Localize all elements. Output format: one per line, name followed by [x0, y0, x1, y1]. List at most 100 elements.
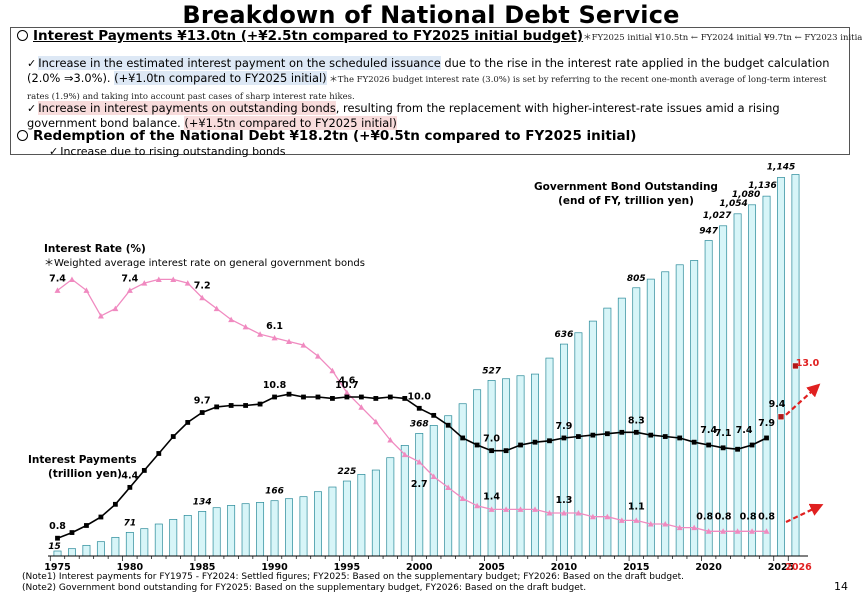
- outstanding-bar: [617, 297, 626, 557]
- outstanding-bar: [646, 278, 655, 557]
- footnote-1: (Note1) Interest payments for FY1975 - F…: [22, 572, 685, 582]
- rate-data-label: 7.4: [121, 273, 138, 284]
- interest-payments-point: [112, 501, 118, 507]
- outstanding-bars: [53, 174, 800, 557]
- outstanding-bar: [502, 378, 511, 557]
- interest-rate-point: [141, 280, 148, 286]
- x-tick-label: 2025: [768, 562, 794, 573]
- interest-payments-forecast-point: [792, 362, 799, 370]
- x-tick-label: 2010: [551, 562, 578, 573]
- interest-data-label: 13.0: [796, 358, 820, 369]
- rate-data-label: 1.4: [483, 491, 500, 502]
- interest-payments-point: [228, 403, 234, 408]
- outstanding-title: Government Bond Outstanding: [534, 181, 718, 193]
- interest-payments-point: [561, 435, 567, 441]
- interest-payments-point: [547, 438, 552, 444]
- interest-rate-point: [604, 513, 611, 520]
- outstanding-bar: [314, 491, 322, 557]
- interest-payments-point: [633, 429, 639, 435]
- interest-payments-point: [576, 434, 581, 439]
- outstanding-bar: [328, 486, 337, 557]
- outstanding-data-label: 368: [410, 419, 429, 429]
- interest-rate-point: [329, 367, 336, 374]
- outstanding-bar: [96, 541, 105, 557]
- rate-data-label: 4.6: [338, 376, 355, 387]
- summary-box: Interest Payments ¥13.0tn (+¥2.5tn compa…: [10, 27, 862, 158]
- redemption-bullet: ✓ Increase due to rising outstanding bond…: [49, 145, 286, 158]
- bullet-2-highlight: Increase in interest payments on outstan…: [38, 101, 336, 115]
- x-tick-label: 2000: [406, 562, 433, 573]
- outstanding-bar: [733, 213, 742, 557]
- interest-payments-point: [185, 420, 191, 425]
- interest-payments-point: [764, 435, 769, 441]
- interest-rate-point: [474, 502, 481, 509]
- interest-payments-point: [301, 394, 306, 400]
- outstanding-data-label: 1,136: [748, 181, 776, 191]
- interest-rate-point: [691, 524, 698, 531]
- interest-payments-point: [199, 410, 205, 415]
- interest-note: ＊FY2025 initial ¥10.5tn ← FY2024 initial…: [583, 33, 862, 43]
- outstanding-bar: [777, 177, 785, 557]
- interest-payments-point: [662, 434, 668, 439]
- interest-payments-point: [170, 434, 176, 439]
- interest-rate-point: [68, 276, 75, 282]
- interest-data-label: 4.4: [121, 470, 138, 481]
- outstanding-bar: [531, 373, 539, 557]
- interest-rate-point: [445, 484, 452, 490]
- interest-payments-point: [691, 439, 697, 445]
- interest-payments-point: [590, 432, 596, 438]
- interest-payments-path: [57, 393, 767, 539]
- interest-payments-point: [604, 431, 610, 437]
- outstanding-bar: [241, 503, 250, 557]
- x-tick-label: 2026: [785, 562, 812, 573]
- rate-data-label: 1.3: [556, 495, 573, 506]
- outstanding-data-label: 947: [699, 226, 719, 236]
- bullet-1-note: ＊The FY2026 budget interest rate (3.0%) …: [27, 75, 827, 102]
- interest-payments-point: [416, 405, 422, 411]
- interest-payments-point: [677, 435, 683, 441]
- page-title: Breakdown of National Debt Service: [182, 1, 680, 29]
- interest-rate-point: [618, 517, 625, 523]
- interest-payments-forecast-point: [777, 413, 785, 421]
- interest-heading-row: Interest Payments ¥13.0tn (+¥2.5tn compa…: [17, 28, 862, 44]
- interest-rate-point: [488, 506, 495, 512]
- interest-payments-point: [648, 432, 654, 438]
- interest-rate-point: [676, 524, 683, 531]
- interest-payments-point: [257, 401, 263, 407]
- interest-payments-point: [445, 422, 451, 428]
- outstanding-bar: [386, 457, 395, 557]
- interest-payments-point: [127, 484, 133, 490]
- x-tick-label: 1990: [261, 562, 288, 573]
- interest-rate-point: [372, 418, 379, 425]
- interest-rate-point: [155, 276, 162, 282]
- interest-payments-point: [474, 442, 480, 448]
- interest-data-label: 7.4: [700, 425, 717, 436]
- outstanding-bar: [140, 528, 149, 557]
- interest-payments-point: [315, 394, 321, 400]
- interest-payments-point: [330, 396, 335, 401]
- interest-payments-point: [431, 412, 437, 418]
- interest-rate-point: [662, 521, 669, 527]
- interest-payments-point: [98, 514, 104, 520]
- interest-rate-point: [286, 338, 293, 344]
- interest-rate-point: [97, 312, 104, 319]
- outstanding-bar: [516, 375, 525, 557]
- redemption-bullet-text: Increase due to rising outstanding bonds: [60, 145, 286, 158]
- interest-payments-point: [84, 523, 89, 528]
- outstanding-data-label: 134: [193, 497, 212, 507]
- outstanding-bar: [661, 271, 670, 557]
- outstanding-bar: [342, 480, 351, 557]
- interest-rate-point: [430, 473, 437, 480]
- x-tick-label: 2015: [623, 562, 649, 573]
- interest-rate-point: [763, 528, 770, 534]
- interest-payments-point: [460, 435, 466, 441]
- interest-rate-point: [358, 404, 365, 410]
- interest-payments-point: [387, 394, 393, 400]
- outstanding-data-label: 1,145: [767, 162, 795, 172]
- check-icon: ✓: [27, 102, 37, 115]
- rate-data-label: 0.8: [740, 511, 757, 522]
- rate-data-label: 1.1: [628, 501, 645, 512]
- outstanding-bar: [256, 502, 265, 557]
- interest-data-label: 7.0: [483, 434, 500, 445]
